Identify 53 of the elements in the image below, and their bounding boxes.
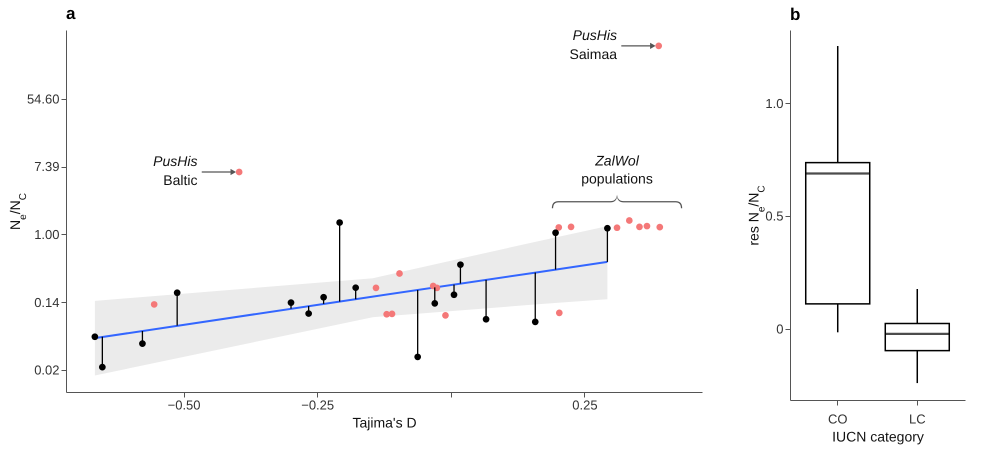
point xyxy=(552,229,559,236)
y-tick-label: 0 xyxy=(776,321,784,336)
x-tick-label: LC xyxy=(908,412,926,426)
point xyxy=(457,261,464,268)
point xyxy=(556,310,563,316)
point xyxy=(626,217,633,224)
point xyxy=(305,310,312,317)
point xyxy=(442,312,449,319)
x-tick-label: −0.25 xyxy=(301,398,334,412)
x-tick-label: 0.25 xyxy=(572,398,598,412)
x-tick-label: −0.50 xyxy=(168,398,201,412)
annotation: ZalWol populations xyxy=(581,152,653,187)
point xyxy=(98,364,106,370)
point xyxy=(568,224,574,230)
point xyxy=(236,168,243,176)
point xyxy=(431,300,438,307)
point xyxy=(383,310,390,318)
y-tick-label: 1.0 xyxy=(765,96,784,111)
y-tick-label: 1.00 xyxy=(34,226,60,242)
point xyxy=(636,224,643,230)
annotation: PusHis Baltic xyxy=(153,153,198,188)
point xyxy=(139,340,146,347)
point xyxy=(372,284,380,292)
point xyxy=(450,291,458,298)
y-tick-label: 0.5 xyxy=(765,208,784,224)
point xyxy=(655,42,662,50)
point xyxy=(92,333,98,340)
point xyxy=(288,299,294,306)
point xyxy=(388,310,396,318)
x-axis-title: IUCN category xyxy=(832,428,924,444)
point xyxy=(396,270,403,277)
point xyxy=(604,224,611,232)
x-tick-label: CO xyxy=(828,412,848,426)
point xyxy=(644,222,650,230)
point xyxy=(555,224,562,231)
y-tick-label: 0.14 xyxy=(34,294,60,310)
point xyxy=(414,354,422,360)
point xyxy=(320,294,327,301)
point xyxy=(336,219,343,226)
chart-title: b xyxy=(790,5,800,24)
point xyxy=(482,316,490,323)
annotation: PusHis Saimaa xyxy=(570,26,618,62)
point xyxy=(532,318,539,326)
point xyxy=(352,284,360,292)
point xyxy=(150,301,158,308)
point xyxy=(656,224,664,230)
y-tick-label: 7.39 xyxy=(34,159,60,174)
y-tick-label: 54.60 xyxy=(26,91,60,106)
x-axis-title: Tajima's D xyxy=(352,414,417,430)
y-tick-label: 0.02 xyxy=(34,362,60,378)
chart-title: a xyxy=(66,4,76,23)
point xyxy=(174,289,181,296)
point xyxy=(614,224,620,232)
